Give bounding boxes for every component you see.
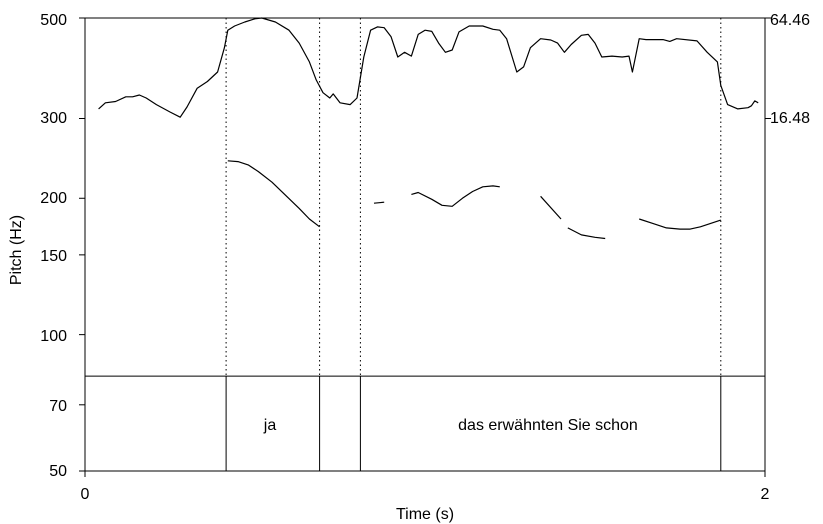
y-tick-label-150: 150	[40, 248, 67, 265]
y-tick-label-200: 200	[40, 190, 67, 207]
interval-label-das-erwaehnten-sie-schon: das erwähnten Sie schon	[458, 417, 638, 434]
right-tick-label-64-46: 64.46	[770, 12, 810, 29]
pitch-segment-1	[373, 201, 385, 204]
pitch-segment-4	[567, 227, 606, 240]
right-tick-label-16-48: 16.48	[770, 110, 810, 127]
y-tick-label-100: 100	[40, 328, 67, 345]
plot-frame	[84, 17, 766, 472]
pitch-segment-2	[411, 185, 500, 207]
pitch-segment-5	[639, 218, 721, 230]
y-tick-label-50: 50	[49, 463, 67, 480]
x-axis-label: Time (s)	[396, 506, 454, 523]
y-tick-label-70: 70	[49, 398, 67, 415]
pitch-segment-0	[227, 160, 320, 228]
y-tick-label-300: 300	[40, 110, 67, 127]
x-tick-label-0: 0	[81, 486, 90, 503]
y-tick-label-500: 500	[40, 12, 67, 29]
intensity-contour-line	[98, 17, 759, 118]
interval-label-ja: ja	[263, 417, 277, 434]
y-axis-label: Pitch (Hz)	[8, 215, 25, 285]
x-tick-label-2: 2	[761, 486, 770, 503]
pitch-segment-3	[540, 195, 562, 220]
